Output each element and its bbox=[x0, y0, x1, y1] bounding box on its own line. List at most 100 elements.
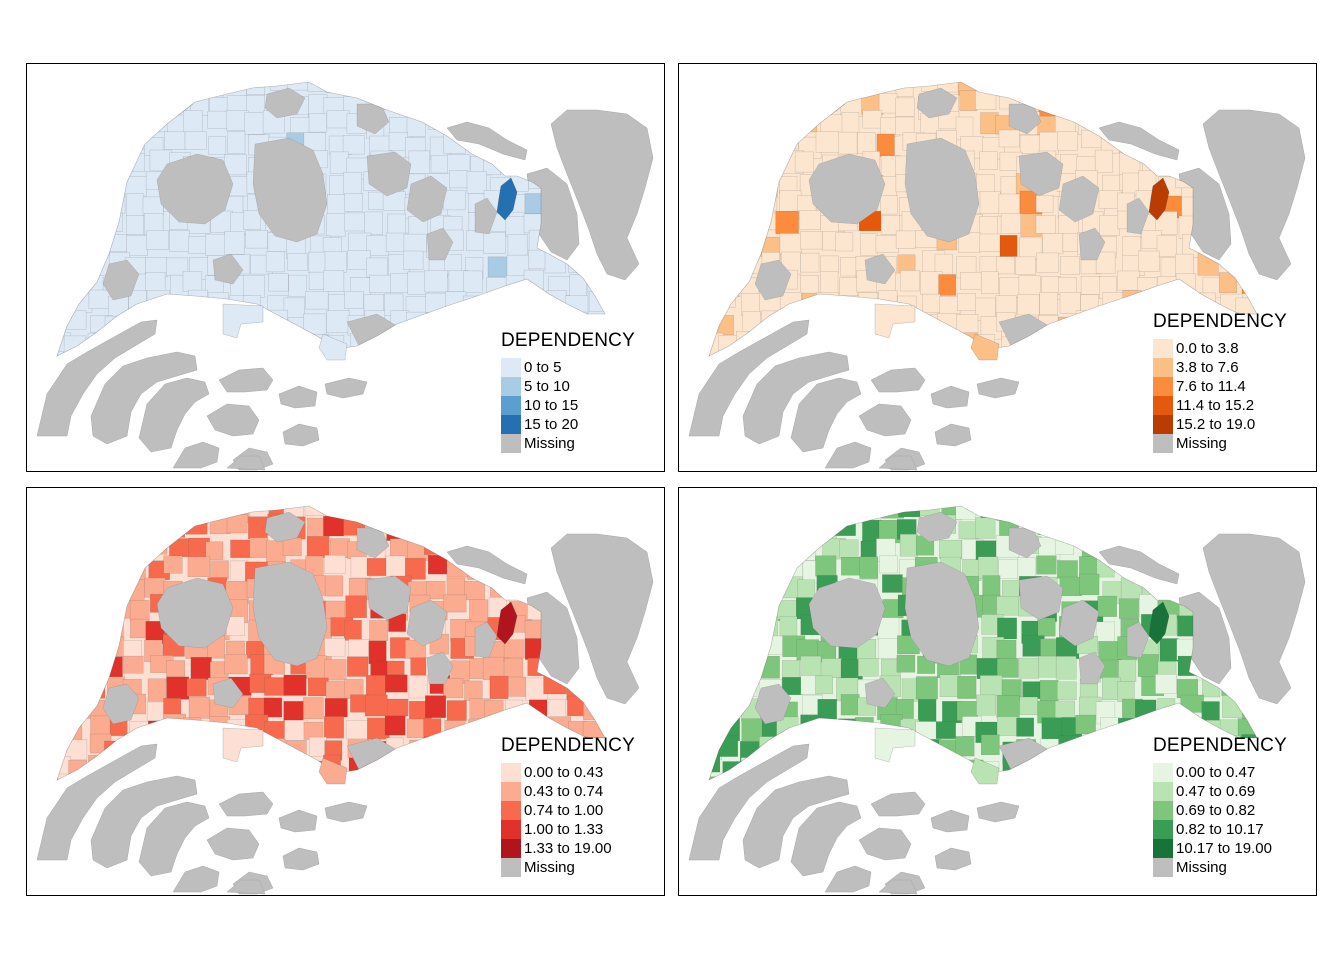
subzone bbox=[569, 274, 587, 297]
subzone bbox=[406, 115, 426, 137]
subzone bbox=[125, 193, 144, 217]
subzone bbox=[190, 760, 209, 780]
subzone bbox=[344, 193, 363, 212]
subzone bbox=[282, 537, 302, 557]
subzone bbox=[190, 316, 211, 336]
subzone bbox=[387, 698, 409, 717]
subzone bbox=[463, 295, 485, 314]
subzone bbox=[169, 538, 192, 557]
missing-region bbox=[930, 385, 970, 409]
subzone bbox=[546, 698, 566, 719]
subzone bbox=[342, 135, 365, 155]
subzone bbox=[185, 506, 209, 524]
choropleth-map bbox=[688, 81, 1306, 471]
subzone bbox=[1002, 352, 1022, 356]
subzone bbox=[1061, 95, 1085, 118]
subzone bbox=[834, 761, 853, 780]
subzone bbox=[187, 735, 209, 756]
subzone bbox=[1017, 293, 1040, 316]
subzone bbox=[938, 739, 958, 758]
subzone bbox=[67, 231, 89, 250]
legend-label: 0 to 5 bbox=[524, 359, 562, 376]
subzone bbox=[329, 151, 349, 174]
subzone bbox=[448, 775, 467, 780]
subzone bbox=[1122, 236, 1141, 258]
subzone bbox=[719, 520, 738, 544]
subzone bbox=[90, 715, 111, 736]
subzone bbox=[895, 698, 914, 719]
legend-title: DEPENDENCY bbox=[501, 735, 635, 756]
subzone bbox=[857, 330, 878, 350]
subzone bbox=[856, 82, 877, 93]
missing-region bbox=[138, 801, 210, 877]
legend-label: Missing bbox=[524, 859, 575, 876]
subzone bbox=[1080, 91, 1101, 115]
subzone bbox=[163, 713, 186, 736]
subzone bbox=[564, 506, 583, 518]
subzone bbox=[384, 715, 406, 736]
subzone bbox=[709, 597, 718, 615]
subzone bbox=[896, 350, 919, 356]
island-outline bbox=[708, 81, 1258, 357]
subzone bbox=[1059, 576, 1082, 596]
subzone bbox=[430, 155, 450, 174]
subzone bbox=[900, 760, 922, 780]
subzone bbox=[1055, 355, 1078, 356]
subzone bbox=[1242, 506, 1257, 523]
subzone bbox=[1015, 256, 1036, 275]
legend-items: 0 to 5 5 to 10 10 to 15 15 to 20 Missing bbox=[501, 358, 635, 453]
subzone bbox=[1140, 506, 1163, 519]
subzone bbox=[122, 520, 141, 541]
subzone bbox=[57, 506, 70, 521]
subzone bbox=[465, 506, 490, 520]
subzone bbox=[324, 716, 344, 739]
subzone bbox=[1222, 515, 1244, 538]
subzone bbox=[464, 310, 487, 331]
subzone bbox=[862, 110, 882, 129]
subzone bbox=[959, 90, 978, 111]
subzone bbox=[721, 173, 744, 195]
subzone bbox=[779, 616, 798, 637]
subzone bbox=[1159, 521, 1178, 540]
subzone bbox=[63, 177, 85, 198]
missing-region bbox=[90, 351, 198, 445]
missing-region bbox=[324, 801, 368, 823]
subzone bbox=[70, 255, 92, 276]
subzone bbox=[203, 82, 223, 99]
subzone bbox=[957, 293, 976, 311]
missing-subzone bbox=[864, 677, 896, 709]
legend-label: 7.6 to 11.4 bbox=[1176, 378, 1246, 395]
subzone bbox=[721, 506, 744, 519]
subzone bbox=[800, 252, 820, 273]
subzone bbox=[1038, 761, 1059, 780]
subzone bbox=[815, 131, 839, 153]
subzone bbox=[996, 506, 1017, 521]
subzone-southwest bbox=[874, 727, 916, 763]
subzone bbox=[106, 171, 129, 194]
subzone bbox=[1119, 521, 1141, 541]
subzone bbox=[369, 620, 388, 641]
subzone bbox=[1016, 82, 1040, 96]
subzone bbox=[430, 778, 449, 780]
subzone bbox=[717, 735, 739, 757]
subzone bbox=[936, 775, 955, 780]
subzone bbox=[718, 289, 736, 308]
subzone bbox=[528, 249, 548, 270]
subzone bbox=[107, 295, 129, 318]
subzone bbox=[205, 776, 225, 780]
subzone bbox=[1060, 256, 1080, 275]
subzone bbox=[1081, 537, 1104, 560]
subzone bbox=[287, 252, 308, 271]
subzone bbox=[1057, 560, 1078, 579]
subzone bbox=[841, 112, 860, 134]
subzone bbox=[709, 294, 725, 314]
subzone bbox=[1195, 93, 1219, 117]
subzone bbox=[166, 82, 185, 95]
subzone bbox=[526, 555, 548, 578]
subzone bbox=[776, 534, 798, 557]
subzone bbox=[722, 274, 740, 297]
subzone bbox=[1038, 655, 1057, 678]
subzone bbox=[1038, 515, 1059, 535]
legend-item: 10 to 15 bbox=[501, 396, 635, 415]
subzone bbox=[506, 506, 526, 518]
